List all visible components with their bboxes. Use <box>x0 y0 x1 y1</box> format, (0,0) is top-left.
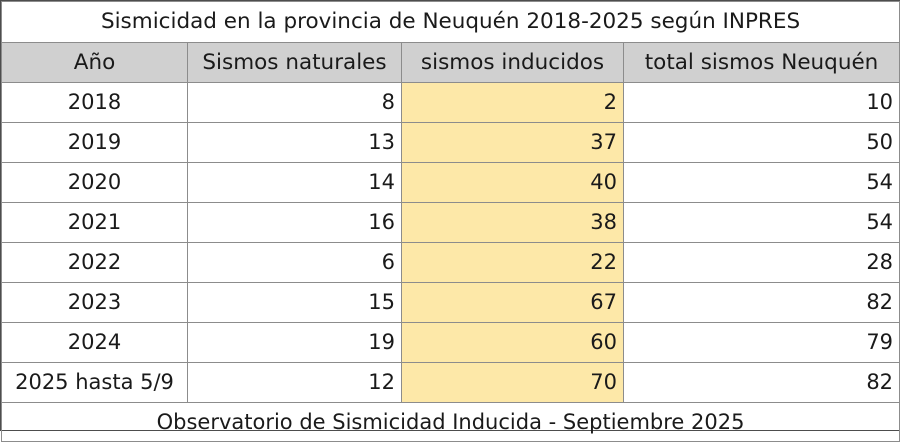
cell-induced: 37 <box>401 122 624 163</box>
table-row: 2023 15 67 82 <box>1 282 900 323</box>
cell-year: 2023 <box>1 282 188 323</box>
table-row: 2021 16 38 54 <box>1 202 900 243</box>
cell-total: 54 <box>622 202 900 243</box>
cell-total: 54 <box>622 162 900 203</box>
table-row: 2024 19 60 79 <box>1 322 900 363</box>
cell-year: 2018 <box>1 82 188 123</box>
cell-year: 2025 hasta 5/9 <box>1 362 188 403</box>
cell-total: 79 <box>622 322 900 363</box>
cell-total: 50 <box>622 122 900 163</box>
table-title: Sismicidad en la provincia de Neuquén 20… <box>0 1 900 43</box>
table-row: 2018 8 2 10 <box>1 82 900 123</box>
cell-year: 2021 <box>1 202 188 243</box>
cell-induced: 67 <box>401 282 624 323</box>
cell-natural: 13 <box>187 122 402 163</box>
title-row: Sismicidad en la provincia de Neuquén 20… <box>0 1 900 43</box>
cell-induced: 40 <box>401 162 624 203</box>
cell-total: 10 <box>622 82 900 123</box>
cell-year: 2020 <box>1 162 188 203</box>
cell-total: 82 <box>622 282 900 323</box>
table-row: 2019 13 37 50 <box>1 122 900 163</box>
cell-year: 2024 <box>1 322 188 363</box>
table-row: 2025 hasta 5/9 12 70 82 <box>1 362 900 403</box>
cell-induced: 22 <box>401 242 624 283</box>
cell-year: 2019 <box>1 122 188 163</box>
cell-natural: 6 <box>187 242 402 283</box>
header-induced: sismos inducidos <box>401 42 624 83</box>
cell-induced: 70 <box>401 362 624 403</box>
cell-natural: 14 <box>187 162 402 203</box>
header-row: Año Sismos naturales sismos inducidos to… <box>1 42 900 83</box>
cell-induced: 38 <box>401 202 624 243</box>
header-total: total sismos Neuquén <box>622 42 900 83</box>
table-row: 2022 6 22 28 <box>1 242 900 283</box>
cell-year: 2022 <box>1 242 188 283</box>
cell-natural: 15 <box>187 282 402 323</box>
cell-induced: 2 <box>401 82 624 123</box>
header-natural: Sismos naturales <box>187 42 402 83</box>
cell-induced: 60 <box>401 322 624 363</box>
cell-total: 28 <box>622 242 900 283</box>
cell-natural: 19 <box>187 322 402 363</box>
cell-natural: 16 <box>187 202 402 243</box>
cell-natural: 12 <box>187 362 402 403</box>
cell-natural: 8 <box>187 82 402 123</box>
table-footer-source: Observatorio de Sismicidad Inducida - Se… <box>0 402 900 442</box>
footer-row: Observatorio de Sismicidad Inducida - Se… <box>0 402 900 442</box>
header-year: Año <box>1 42 188 83</box>
table-row: 2020 14 40 54 <box>1 162 900 203</box>
cell-total: 82 <box>622 362 900 403</box>
